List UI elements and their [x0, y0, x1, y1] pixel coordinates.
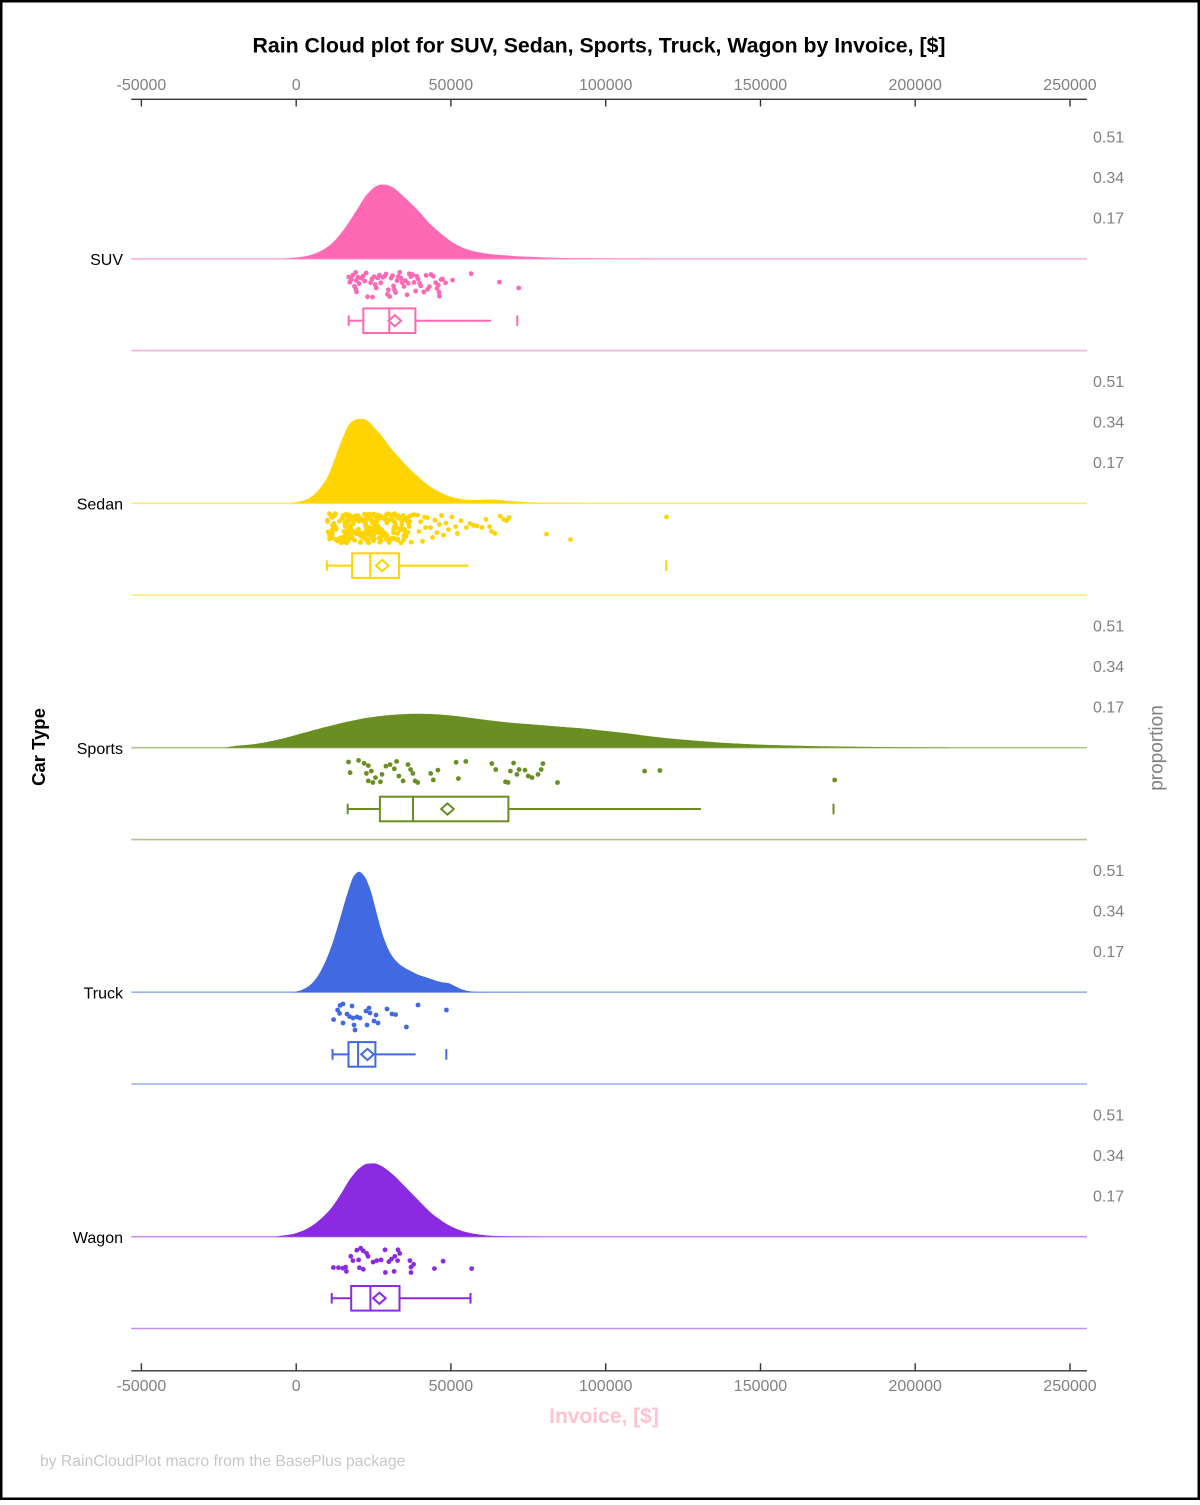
svg-text:Truck: Truck	[84, 986, 124, 1003]
svg-text:200000: 200000	[889, 77, 942, 94]
svg-text:-50000: -50000	[116, 1378, 166, 1395]
svg-text:Wagon: Wagon	[73, 1230, 123, 1247]
svg-text:250000: 250000	[1043, 1378, 1096, 1395]
svg-text:150000: 150000	[734, 1378, 787, 1395]
svg-text:0.17: 0.17	[1093, 211, 1124, 228]
svg-text:-50000: -50000	[116, 77, 166, 94]
svg-text:100000: 100000	[579, 77, 632, 94]
svg-text:0.51: 0.51	[1093, 618, 1124, 635]
svg-text:250000: 250000	[1043, 77, 1096, 94]
svg-text:0: 0	[292, 77, 301, 94]
svg-text:0: 0	[292, 1378, 301, 1395]
svg-text:Invoice, [$]: Invoice, [$]	[549, 1405, 659, 1428]
svg-text:100000: 100000	[579, 1378, 632, 1395]
svg-text:0.17: 0.17	[1093, 1189, 1124, 1206]
svg-text:0.34: 0.34	[1093, 415, 1124, 432]
svg-text:0.34: 0.34	[1093, 1148, 1124, 1165]
svg-text:0.51: 0.51	[1093, 130, 1124, 147]
svg-text:0.34: 0.34	[1093, 659, 1124, 676]
svg-text:Sedan: Sedan	[77, 497, 123, 514]
svg-text:by RainCloudPlot macro from th: by RainCloudPlot macro from the BasePlus…	[40, 1453, 406, 1470]
svg-text:0.17: 0.17	[1093, 700, 1124, 717]
svg-text:0.34: 0.34	[1093, 904, 1124, 921]
svg-text:0.51: 0.51	[1093, 374, 1124, 391]
svg-text:0.17: 0.17	[1093, 944, 1124, 961]
svg-text:proportion: proportion	[1147, 705, 1168, 791]
svg-text:50000: 50000	[429, 77, 474, 94]
svg-text:Sports: Sports	[77, 741, 123, 758]
svg-text:50000: 50000	[429, 1378, 474, 1395]
svg-text:Rain Cloud plot for SUV, Sedan: Rain Cloud plot for SUV, Sedan, Sports, …	[252, 34, 945, 58]
svg-text:0.51: 0.51	[1093, 1107, 1124, 1124]
svg-text:0.17: 0.17	[1093, 455, 1124, 472]
svg-text:Car Type: Car Type	[28, 708, 49, 786]
svg-text:0.34: 0.34	[1093, 170, 1124, 187]
svg-text:200000: 200000	[889, 1378, 942, 1395]
svg-text:150000: 150000	[734, 77, 787, 94]
svg-text:0.51: 0.51	[1093, 863, 1124, 880]
svg-text:SUV: SUV	[90, 252, 123, 269]
